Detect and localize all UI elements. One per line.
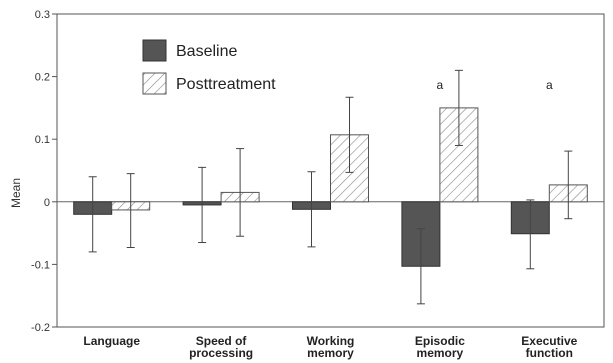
legend: Baseline Posttreatment bbox=[142, 39, 276, 95]
legend-label-posttreatment: Posttreatment bbox=[176, 76, 276, 93]
x-category-label-line: processing bbox=[189, 346, 253, 360]
y-tick-label: -0.2 bbox=[31, 322, 50, 334]
x-category-label-line: Language bbox=[83, 334, 140, 348]
y-axis-label: Mean bbox=[9, 178, 23, 208]
significance-annotation: a bbox=[437, 78, 444, 92]
x-category-label: Speed of processing bbox=[189, 334, 253, 360]
x-category-label-line: function bbox=[526, 346, 573, 360]
x-category-label: Executive function bbox=[521, 334, 577, 360]
y-tick-label: 0.3 bbox=[35, 9, 50, 21]
x-category-label-line: Working bbox=[307, 334, 355, 348]
y-tick-label: 0.1 bbox=[35, 134, 50, 146]
y-tick-label: -0.1 bbox=[31, 259, 50, 271]
y-tick-label: 0.2 bbox=[35, 72, 50, 84]
x-category-label: Episodic memory bbox=[415, 334, 465, 360]
error-bars bbox=[88, 69, 573, 305]
x-category-label-line: Episodic bbox=[415, 334, 465, 348]
x-category-label: Working memory bbox=[307, 334, 355, 360]
x-category-label: Language bbox=[83, 334, 140, 348]
plot-border bbox=[56, 13, 605, 328]
x-category-label-line: memory bbox=[417, 346, 464, 360]
x-category-label-line: Speed of bbox=[196, 334, 248, 348]
legend-label-baseline: Baseline bbox=[176, 43, 237, 60]
y-tick-label: 0 bbox=[44, 197, 50, 209]
legend-swatch-posttreatment bbox=[142, 72, 167, 95]
y-axis: -0.2 -0.1 0 0.1 0.2 0.3 bbox=[31, 9, 57, 334]
significance-annotation: a bbox=[546, 78, 553, 92]
x-category-label-line: Executive bbox=[521, 334, 577, 348]
legend-swatch-baseline bbox=[142, 39, 167, 62]
bars bbox=[73, 107, 588, 267]
x-category-label-line: memory bbox=[307, 346, 354, 360]
